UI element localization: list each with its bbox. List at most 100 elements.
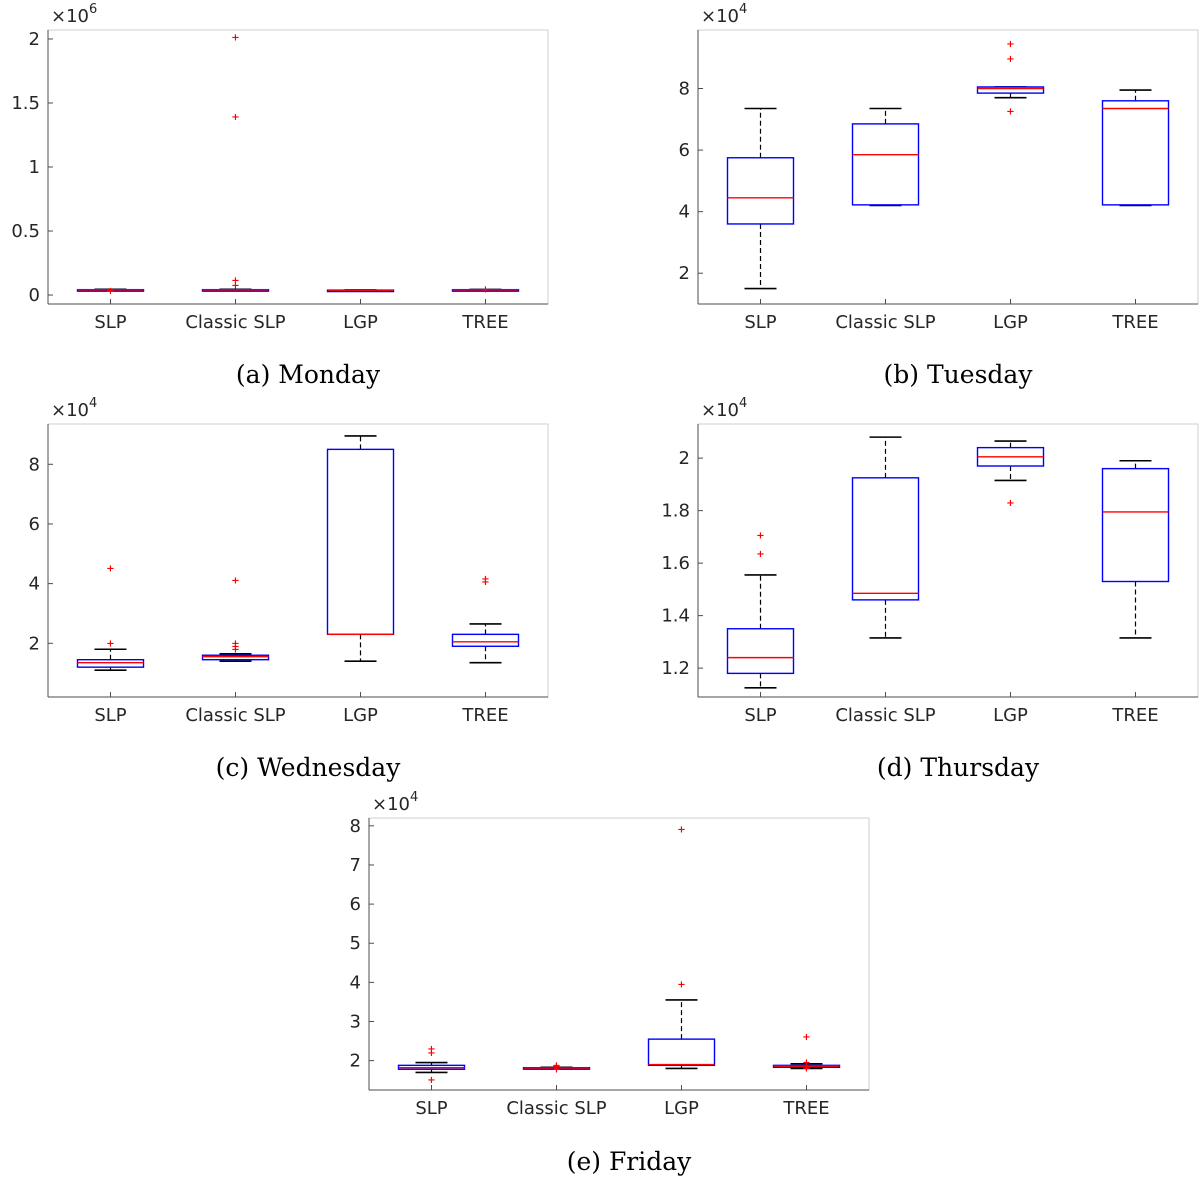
- x-tick-label: LGP: [343, 312, 378, 333]
- y-tick-label: 6: [679, 140, 690, 161]
- y-exponent-label: ×104: [701, 396, 747, 421]
- outlier-marker: +: [552, 1061, 560, 1072]
- plot-frame: [47, 423, 549, 698]
- outlier-marker: +: [1006, 107, 1014, 118]
- x-tick-label: TREE: [461, 705, 508, 726]
- outlier-marker: +: [231, 576, 239, 587]
- x-tick-label: TREE: [782, 1098, 829, 1119]
- y-exponent-power: 4: [739, 396, 747, 411]
- outlier-marker: +: [231, 33, 239, 44]
- iqr-box: [851, 477, 920, 601]
- outlier-marker: +: [802, 1058, 810, 1069]
- y-exponent-power: 6: [89, 2, 97, 17]
- y-exponent-power: 4: [410, 790, 418, 805]
- y-tick-label: 5: [350, 933, 361, 954]
- y-exponent-label: ×104: [51, 396, 97, 421]
- outlier-marker: +: [677, 825, 685, 836]
- outlier-marker: +: [481, 577, 489, 588]
- panel-caption: (a) Monday: [236, 360, 381, 389]
- x-tick-label: Classic SLP: [835, 705, 935, 726]
- panel-caption: (d) Thursday: [877, 753, 1040, 782]
- y-tick-label: 1.5: [11, 93, 40, 114]
- outlier-marker: +: [552, 1062, 560, 1073]
- iqr-box: [976, 86, 1045, 94]
- boxplot-panel: 2 4 6 8 ×104 SLP Classic SLP LGP TREE + + + (b) Tues…: [679, 2, 1199, 389]
- y-tick-label: 2: [29, 29, 40, 50]
- outlier-marker: +: [481, 284, 489, 295]
- outlier-marker: +: [231, 275, 239, 286]
- outlier-marker: +: [802, 1063, 810, 1074]
- y-tick-label: 1.6: [661, 553, 690, 574]
- iqr-box: [726, 628, 795, 675]
- y-tick-label: 8: [29, 454, 40, 475]
- y-tick-label: 2: [29, 633, 40, 654]
- x-tick-label: LGP: [993, 705, 1028, 726]
- x-tick-label: SLP: [415, 1098, 447, 1119]
- outlier-marker: +: [481, 574, 489, 585]
- outlier-marker: +: [427, 1048, 435, 1059]
- y-tick-label: 6: [350, 894, 361, 915]
- iqr-box: [201, 654, 270, 661]
- y-tick-label: 6: [29, 514, 40, 535]
- outlier-marker: +: [677, 979, 685, 990]
- x-tick-label: SLP: [94, 312, 126, 333]
- x-tick-label: TREE: [1111, 312, 1158, 333]
- outlier-marker: +: [231, 644, 239, 655]
- outlier-marker: +: [552, 1065, 560, 1076]
- iqr-box: [647, 1038, 716, 1067]
- x-tick-label: SLP: [94, 705, 126, 726]
- iqr-box: [1101, 467, 1170, 583]
- x-tick-label: Classic SLP: [185, 705, 285, 726]
- y-tick-label: 0: [29, 285, 40, 306]
- x-tick-label: SLP: [744, 312, 776, 333]
- outlier-marker: +: [1006, 54, 1014, 65]
- iqr-box: [851, 123, 920, 206]
- x-tick-label: TREE: [1111, 705, 1158, 726]
- outlier-marker: +: [1006, 498, 1014, 509]
- iqr-box: [726, 157, 795, 225]
- outlier-marker: +: [231, 280, 239, 291]
- outlier-marker: +: [106, 638, 114, 649]
- outlier-marker: +: [1006, 39, 1014, 50]
- y-tick-label: 4: [350, 972, 361, 993]
- y-tick-label: 2: [679, 448, 690, 469]
- y-exponent-label: ×104: [372, 790, 418, 815]
- x-tick-label: Classic SLP: [506, 1098, 606, 1119]
- y-exponent-label: ×104: [701, 2, 747, 27]
- outlier-marker: +: [231, 112, 239, 123]
- y-tick-label: 0.5: [11, 221, 40, 242]
- outlier-marker: +: [802, 1032, 810, 1043]
- outlier-marker: +: [231, 641, 239, 652]
- y-tick-label: 8: [679, 78, 690, 99]
- outlier-marker: +: [427, 1044, 435, 1055]
- y-tick-label: 1.4: [661, 606, 690, 627]
- x-tick-label: SLP: [744, 705, 776, 726]
- y-tick-label: 8: [350, 816, 361, 837]
- outlier-marker: +: [427, 1075, 435, 1086]
- panel-caption: (c) Wednesday: [216, 753, 402, 782]
- iqr-box: [326, 448, 395, 636]
- panel-caption: (b) Tuesday: [884, 360, 1034, 389]
- plot-frame: [47, 29, 549, 305]
- x-tick-label: LGP: [993, 312, 1028, 333]
- y-exponent-power: 4: [739, 2, 747, 17]
- y-tick-label: 7: [350, 855, 361, 876]
- x-tick-label: LGP: [664, 1098, 699, 1119]
- x-tick-label: Classic SLP: [835, 312, 935, 333]
- boxplot-panel: 1.2 1.4 1.6 1.8 2 ×104 SLP Classic SLP LGP TREE + +…: [661, 396, 1199, 782]
- plot-frame: [368, 817, 870, 1091]
- outlier-marker: +: [231, 638, 239, 649]
- outlier-marker: +: [106, 564, 114, 575]
- iqr-box: [451, 633, 520, 647]
- y-tick-label: 2: [679, 263, 690, 284]
- y-tick-label: 4: [679, 202, 690, 223]
- y-tick-label: 1.8: [661, 501, 690, 522]
- outlier-marker: +: [756, 549, 764, 560]
- x-tick-label: Classic SLP: [185, 312, 285, 333]
- outlier-marker: +: [756, 531, 764, 542]
- x-tick-label: LGP: [343, 705, 378, 726]
